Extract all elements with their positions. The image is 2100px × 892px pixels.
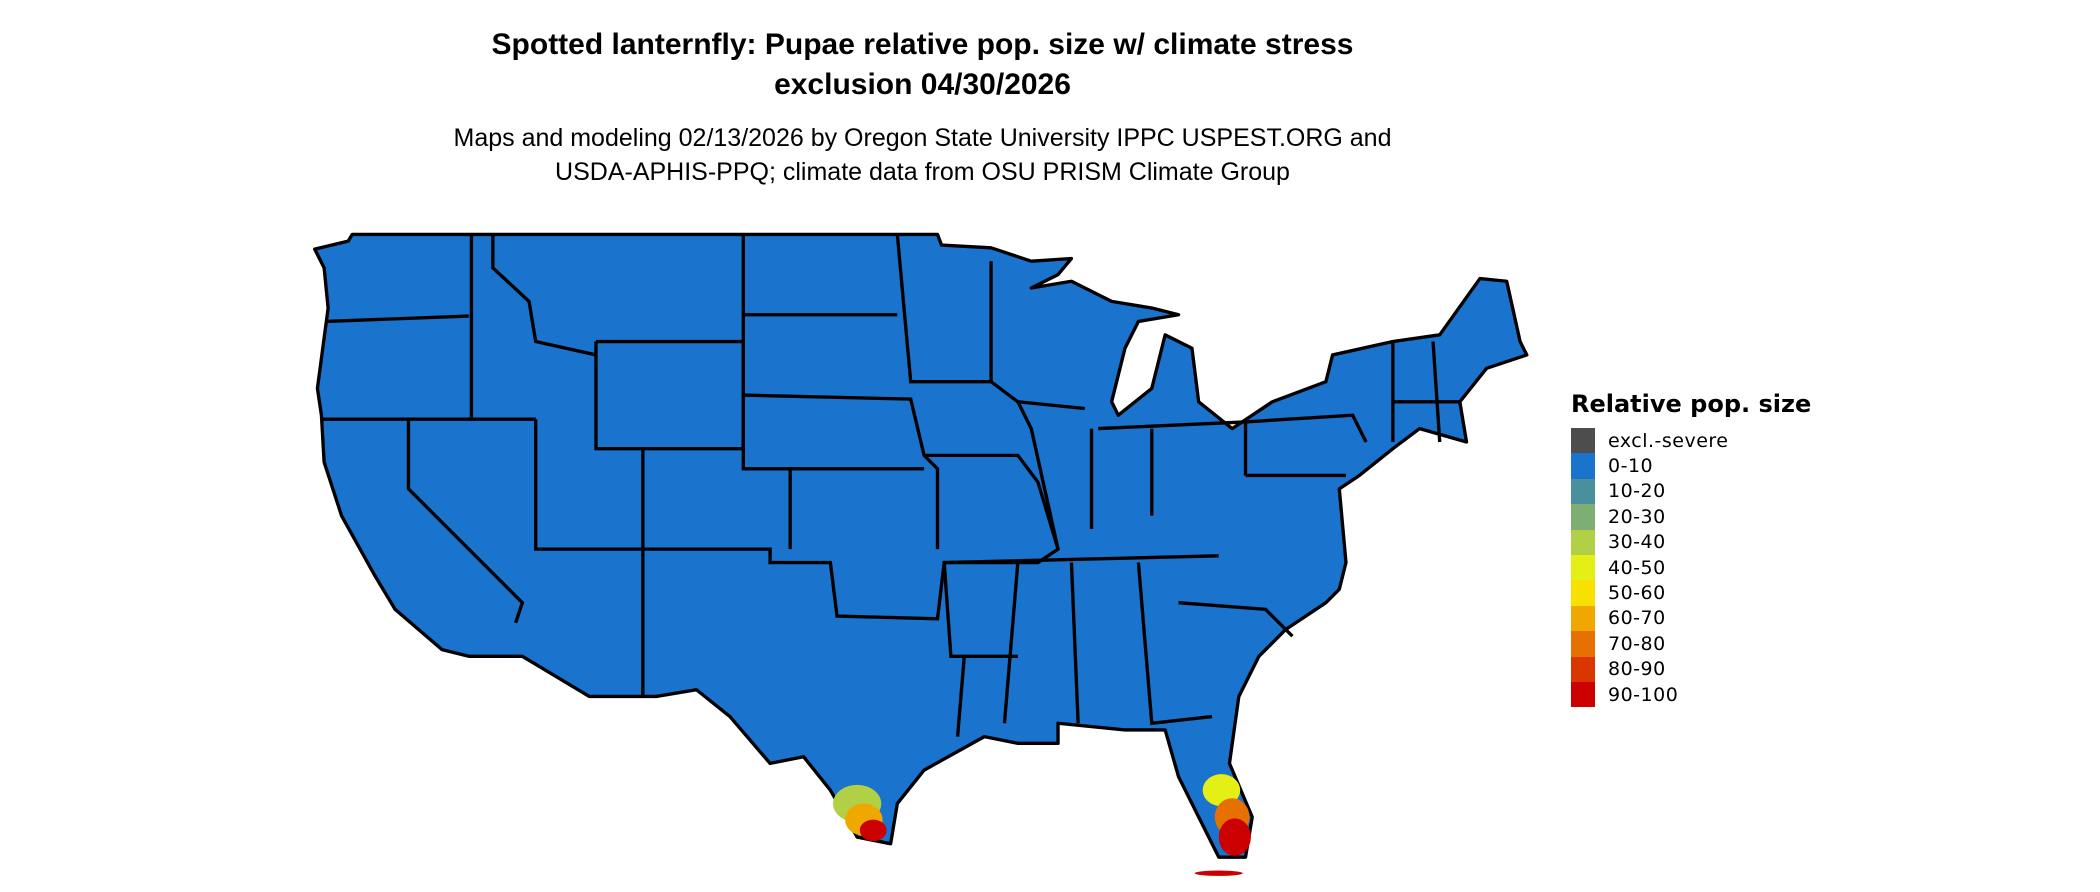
legend-item: 40-50 [1571,554,1811,581]
legend-swatch [1571,478,1595,505]
legend-title: Relative pop. size [1571,390,1812,418]
legend-label: excl.-severe [1608,429,1729,452]
legend-label: 60-70 [1608,607,1666,630]
legend-item: 30-40 [1571,529,1811,555]
legend-label: 70-80 [1608,632,1666,655]
legend-item: 50-60 [1571,580,1811,606]
legend-label: 40-50 [1608,556,1666,579]
map-subtitle-line1: Maps and modeling 02/13/2026 by Oregon S… [453,124,1392,152]
legend-label: 20-30 [1608,505,1666,528]
legend-label: 0-10 [1608,455,1654,478]
legend-swatch [1571,681,1595,708]
legend: Relative pop. size excl.-severe 0-10 10-20… [1571,390,1812,708]
legend-item: 0-10 [1571,453,1811,479]
legend-label: 10-20 [1608,480,1666,503]
legend-item: excl.-severe [1571,428,1811,454]
map-title-line1: Spotted lanternfly: Pupae relative pop. … [491,28,1354,61]
legend-swatch [1571,428,1595,454]
state-borders [321,234,1460,737]
legend-item: 70-80 [1571,631,1811,657]
legend-item: 20-30 [1571,504,1811,530]
legend-label: 90-100 [1608,683,1679,706]
us-outline [313,232,1529,859]
legend-item: 10-20 [1571,478,1811,505]
map-title-line2: exclusion 04/30/2026 [774,68,1071,101]
legend-swatch [1571,504,1595,530]
legend-item: 60-70 [1571,605,1811,632]
legend-swatch [1571,529,1595,555]
high-population-areas [833,774,1251,876]
legend-swatch [1571,453,1595,479]
legend-swatch [1571,554,1595,581]
legend-label: 50-60 [1608,582,1666,605]
legend-swatch [1571,580,1595,606]
legend-swatch [1571,631,1595,657]
legend-item: 90-100 [1571,681,1811,708]
legend-item: 80-90 [1571,656,1811,682]
legend-swatch [1571,605,1595,632]
legend-swatch [1571,656,1595,682]
legend-label: 80-90 [1608,658,1666,681]
legend-label: 30-40 [1608,531,1666,554]
map-subtitle-line2: USDA-APHIS-PPQ; climate data from OSU PR… [555,158,1290,186]
